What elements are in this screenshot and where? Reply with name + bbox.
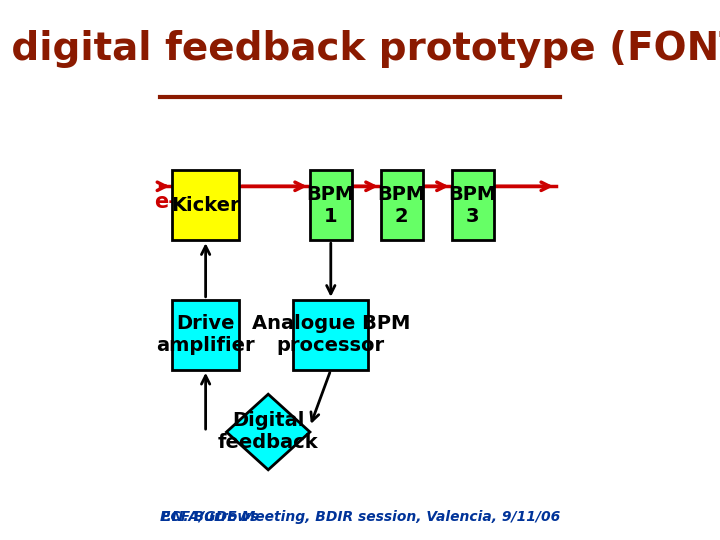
Text: ILC digital feedback prototype (FONT4): ILC digital feedback prototype (FONT4): [0, 30, 720, 68]
Text: Drive
amplifier: Drive amplifier: [156, 314, 255, 355]
Text: ECFA/GDE Meeting, BDIR session, Valencia, 9/11/06: ECFA/GDE Meeting, BDIR session, Valencia…: [161, 510, 560, 524]
Text: BPM
2: BPM 2: [377, 185, 426, 226]
FancyBboxPatch shape: [172, 170, 239, 240]
Text: Digital
feedback: Digital feedback: [218, 411, 318, 453]
Polygon shape: [227, 394, 310, 470]
FancyBboxPatch shape: [381, 170, 423, 240]
FancyBboxPatch shape: [172, 300, 239, 370]
FancyBboxPatch shape: [310, 170, 351, 240]
Text: Kicker: Kicker: [171, 195, 240, 215]
FancyBboxPatch shape: [451, 170, 493, 240]
Text: BPM
3: BPM 3: [449, 185, 497, 226]
Text: e-: e-: [155, 192, 177, 213]
FancyBboxPatch shape: [293, 300, 369, 370]
Text: P.N. Burrows: P.N. Burrows: [160, 510, 258, 524]
Text: Analogue BPM
processor: Analogue BPM processor: [251, 314, 410, 355]
Text: BPM
1: BPM 1: [307, 185, 355, 226]
